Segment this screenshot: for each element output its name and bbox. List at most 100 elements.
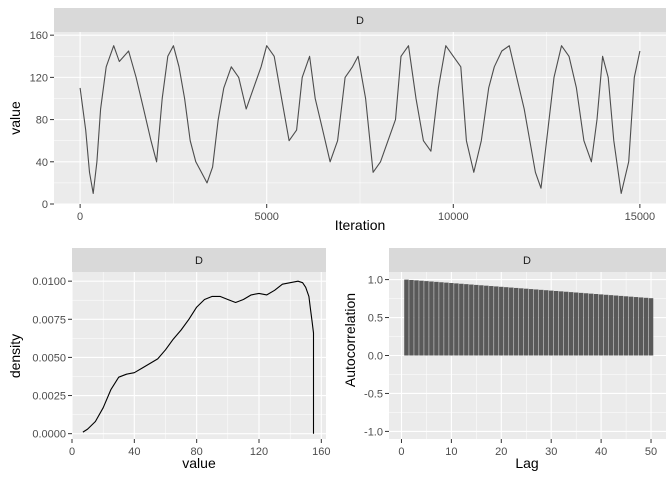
acf-bars xyxy=(404,279,654,356)
acf-bar xyxy=(633,297,639,356)
density-x-ticks: 0 40 80 120 160 xyxy=(69,439,331,458)
acf-y-ticks: -1.0 -0.5 0.0 0.5 1.0 xyxy=(364,275,389,438)
trace-y-axis-title: value xyxy=(7,101,23,135)
acf-bar xyxy=(414,280,419,356)
density-grid xyxy=(71,272,326,439)
acf-bar xyxy=(449,283,454,356)
acf-bar xyxy=(459,283,464,356)
acf-bar xyxy=(429,281,434,356)
acf-bar xyxy=(613,295,619,356)
acf-bar xyxy=(568,292,574,356)
acf-bar xyxy=(509,287,514,356)
acf-bar xyxy=(583,293,589,356)
density-strip xyxy=(72,248,326,272)
acf-bar xyxy=(419,280,424,356)
acf-y-tick-label: 1.0 xyxy=(368,275,383,287)
trace-y-tick-label: 80 xyxy=(36,115,48,127)
trace-y-tick-label: 120 xyxy=(30,72,48,84)
acf-bar xyxy=(598,294,604,356)
acf-bar xyxy=(514,287,519,356)
acf-bar xyxy=(469,284,474,356)
acf-bar xyxy=(439,282,444,356)
acf-bar xyxy=(504,287,509,356)
density-panel: D 0 40 80 120 160 0.00000.00250.00500.00750.… xyxy=(7,248,331,471)
acf-x-axis-title: Lag xyxy=(515,455,538,471)
acf-bar xyxy=(538,289,544,356)
trace-y-tick-label: 0 xyxy=(42,199,48,211)
density-x-tick-label: 160 xyxy=(312,446,330,458)
density-y-ticks: 0.0000 0.0025 0.0050 0.0075 0.0100 xyxy=(32,276,72,441)
acf-bar xyxy=(464,284,469,356)
acf-x-tick-label: 0 xyxy=(398,446,404,458)
acf-y-tick-label: -0.5 xyxy=(364,388,383,400)
trace-x-tick-label: 0 xyxy=(77,211,83,223)
acf-bar xyxy=(444,282,449,356)
acf-x-ticks: 0 10 20 30 40 50 xyxy=(398,439,657,458)
density-line xyxy=(82,280,315,434)
density-x-tick-label: 40 xyxy=(128,446,140,458)
acf-bar xyxy=(524,288,529,356)
density-y-tick-label: 0.0050 xyxy=(32,352,66,364)
acf-y-axis-title: Autocorrelation xyxy=(342,293,358,387)
acf-bar xyxy=(484,285,489,356)
acf-bar xyxy=(454,283,459,356)
density-x-tick-label: 80 xyxy=(191,446,203,458)
acf-bar xyxy=(603,294,609,356)
acf-bar xyxy=(643,297,649,356)
density-y-tick-label: 0.0075 xyxy=(32,314,66,326)
acf-bar xyxy=(553,290,559,356)
trace-x-tick-label: 10000 xyxy=(438,211,469,223)
acf-bar xyxy=(489,286,494,356)
acf-bar xyxy=(479,285,484,356)
density-series xyxy=(82,280,315,434)
density-y-tick-label: 0.0000 xyxy=(32,429,66,441)
acf-bar xyxy=(648,298,654,356)
acf-bar xyxy=(519,288,524,356)
trace-x-axis-title: Iteration xyxy=(335,217,386,233)
density-x-tick-label: 0 xyxy=(69,446,75,458)
acf-bar xyxy=(404,279,409,356)
trace-y-tick-label: 160 xyxy=(30,30,48,42)
density-y-tick-label: 0.0025 xyxy=(32,391,66,403)
acf-bar xyxy=(533,289,539,356)
acf-bar xyxy=(528,289,534,356)
trace-grid xyxy=(54,32,666,205)
trace-y-ticks: 0 40 80 120 160 xyxy=(30,30,54,211)
acf-bar xyxy=(628,296,634,356)
acf-bar xyxy=(623,296,629,356)
density-y-tick-label: 0.0100 xyxy=(32,276,66,288)
density-x-axis-title: value xyxy=(182,455,216,471)
density-x-tick-label: 120 xyxy=(250,446,268,458)
acf-y-tick-label: -1.0 xyxy=(364,426,383,438)
trace-series xyxy=(79,45,641,194)
acf-bar xyxy=(474,284,479,356)
acf-x-tick-label: 20 xyxy=(495,446,507,458)
trace-strip xyxy=(54,8,666,32)
trace-strip-label: D xyxy=(356,15,364,27)
acf-x-tick-label: 10 xyxy=(445,446,457,458)
acf-bar xyxy=(548,290,554,356)
acf-bar xyxy=(494,286,499,356)
trace-x-ticks: 0 5000 10000 15000 xyxy=(77,204,655,223)
density-y-axis-title: density xyxy=(7,334,23,378)
trace-y-tick-label: 40 xyxy=(36,157,48,169)
acf-bar xyxy=(593,294,599,356)
acf-bar xyxy=(638,297,644,356)
acf-y-tick-label: 0.0 xyxy=(368,351,383,363)
acf-bar xyxy=(543,290,549,356)
acf-strip-label: D xyxy=(523,255,531,267)
acf-strip xyxy=(389,248,666,272)
density-strip-label: D xyxy=(195,255,203,267)
acf-bar xyxy=(424,281,429,356)
acf-bar xyxy=(578,292,584,356)
density-plot-area xyxy=(72,272,326,439)
trace-x-tick-label: 15000 xyxy=(625,211,656,223)
acf-bar xyxy=(608,295,614,356)
acf-panel: D 0 10 20 30 40 50 -1.0 -0.5 0.0 0.5 1.0 Lag Auto… xyxy=(342,248,666,471)
trace-x-tick-label: 5000 xyxy=(254,211,278,223)
acf-bar xyxy=(618,295,624,356)
acf-x-tick-label: 50 xyxy=(645,446,657,458)
acf-bar xyxy=(573,292,579,356)
